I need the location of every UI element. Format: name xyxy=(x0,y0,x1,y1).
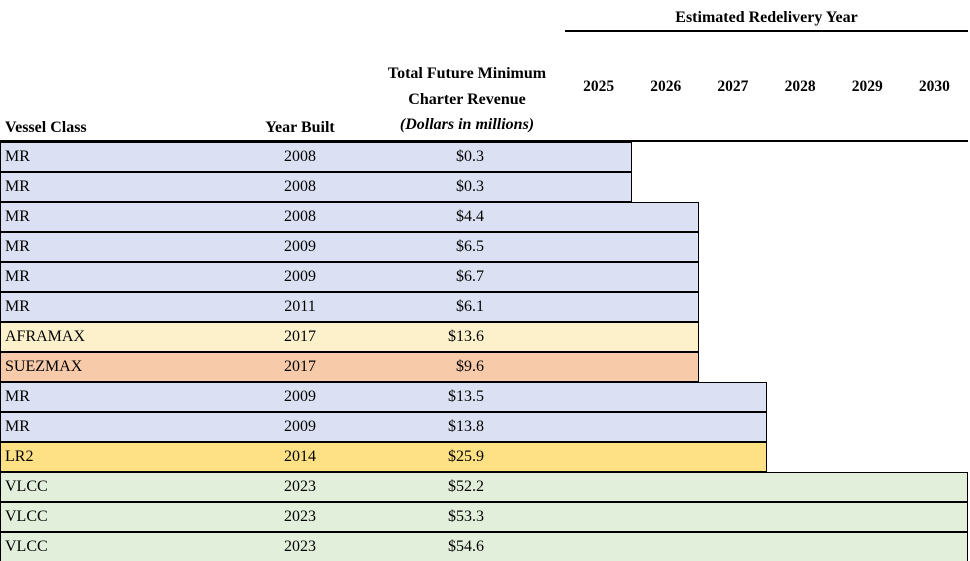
revenue-cell: $13.5 xyxy=(448,388,484,405)
year-built-cell: 2023 xyxy=(284,538,316,555)
table-row: MR 2009 $6.7 xyxy=(0,262,970,292)
table-row: MR 2009 $6.5 xyxy=(0,232,970,262)
vessel-class-cell: MR xyxy=(5,178,30,195)
year-column-label: 2029 xyxy=(851,78,883,95)
year-built-cell: 2008 xyxy=(284,178,316,195)
year-built-cell: 2023 xyxy=(284,508,316,525)
redelivery-year-group-title: Estimated Redelivery Year xyxy=(675,9,858,26)
vessel-class-cell: SUEZMAX xyxy=(5,358,83,375)
revenue-cell: $4.4 xyxy=(456,208,484,225)
redelivery-bar xyxy=(0,142,632,172)
year-built-cell: 2009 xyxy=(284,418,316,435)
table-row: MR 2008 $4.4 xyxy=(0,202,970,232)
year-built-cell: 2011 xyxy=(284,298,316,315)
vessel-class-cell: MR xyxy=(5,208,30,225)
year-built-cell: 2017 xyxy=(284,358,316,375)
vessel-class-cell: VLCC xyxy=(5,478,48,495)
vessel-class-cell: MR xyxy=(5,238,30,255)
revenue-cell: $6.5 xyxy=(456,238,484,255)
table-row: MR 2009 $13.5 xyxy=(0,382,970,412)
year-built-cell: 2014 xyxy=(284,448,316,465)
redelivery-bar xyxy=(0,262,699,292)
vessel-class-cell: MR xyxy=(5,298,30,315)
revenue-header-units: (Dollars in millions) xyxy=(399,116,535,133)
redelivery-bar xyxy=(0,292,699,322)
redelivery-bar xyxy=(0,412,767,442)
vessel-class-cell: LR2 xyxy=(5,448,34,465)
vessel-rows: MR 2008 $0.3 MR 2008 $0.3 MR 2008 $4.4 MR 2009 $6.5… xyxy=(0,142,970,561)
table-row: VLCC 2023 $52.2 xyxy=(0,472,970,502)
year-built-cell: 2009 xyxy=(284,268,316,285)
table-row: MR 2011 $6.1 xyxy=(0,292,970,322)
year-built-cell: 2009 xyxy=(284,238,316,255)
vessel-class-cell: MR xyxy=(5,388,30,405)
revenue-header-line-2: Charter Revenue xyxy=(408,90,526,108)
vessel-class-header: Vessel Class xyxy=(5,119,87,136)
year-column-label: 2030 xyxy=(918,78,950,95)
revenue-cell: $53.3 xyxy=(448,508,484,525)
revenue-cell: $52.2 xyxy=(448,478,484,495)
revenue-cell: $25.9 xyxy=(448,448,484,465)
vessel-class-cell: AFRAMAX xyxy=(5,328,86,345)
year-column-label: 2028 xyxy=(784,78,816,95)
vessel-class-cell: MR xyxy=(5,148,30,165)
redelivery-bar xyxy=(0,442,767,472)
table-row: VLCC 2023 $53.3 xyxy=(0,502,970,532)
year-column-label: 2026 xyxy=(650,78,682,95)
year-column-label: 2027 xyxy=(717,78,749,95)
revenue-header: Total Future Minimum Charter Revenue (Do… xyxy=(371,61,563,138)
revenue-cell: $6.1 xyxy=(456,298,484,315)
revenue-header-line-1: Total Future Minimum xyxy=(387,65,547,82)
header-underline xyxy=(0,140,968,142)
table-row: MR 2009 $13.8 xyxy=(0,412,970,442)
table-row: LR2 2014 $25.9 xyxy=(0,442,970,472)
revenue-cell: $0.3 xyxy=(456,178,484,195)
year-built-cell: 2017 xyxy=(284,328,316,345)
redelivery-title-underline xyxy=(565,30,968,32)
redelivery-bar xyxy=(0,172,632,202)
vessel-class-cell: MR xyxy=(5,418,30,435)
revenue-cell: $9.6 xyxy=(456,358,484,375)
redelivery-bar xyxy=(0,322,699,352)
redelivery-bar xyxy=(0,472,968,502)
table-row: AFRAMAX 2017 $13.6 xyxy=(0,322,970,352)
vessel-class-cell: VLCC xyxy=(5,508,48,525)
table-row: MR 2008 $0.3 xyxy=(0,172,970,202)
vessel-class-cell: MR xyxy=(5,268,30,285)
redelivery-bar xyxy=(0,202,699,232)
year-built-cell: 2023 xyxy=(284,478,316,495)
table-row: MR 2008 $0.3 xyxy=(0,142,970,172)
revenue-cell: $13.6 xyxy=(448,328,484,345)
revenue-cell: $54.6 xyxy=(448,538,484,555)
year-column-label: 2025 xyxy=(583,78,615,95)
redelivery-bar xyxy=(0,502,968,532)
year-built-cell: 2009 xyxy=(284,388,316,405)
redelivery-bar xyxy=(0,352,699,382)
table-row: VLCC 2023 $54.6 xyxy=(0,532,970,561)
revenue-cell: $6.7 xyxy=(456,268,484,285)
table-row: SUEZMAX 2017 $9.6 xyxy=(0,352,970,382)
redelivery-bar xyxy=(0,532,968,561)
redelivery-bar xyxy=(0,232,699,262)
year-built-cell: 2008 xyxy=(284,208,316,225)
vessel-class-cell: VLCC xyxy=(5,538,48,555)
redelivery-bar xyxy=(0,382,767,412)
revenue-cell: $0.3 xyxy=(456,148,484,165)
revenue-cell: $13.8 xyxy=(448,418,484,435)
year-built-cell: 2008 xyxy=(284,148,316,165)
year-built-header: Year Built xyxy=(265,119,335,136)
